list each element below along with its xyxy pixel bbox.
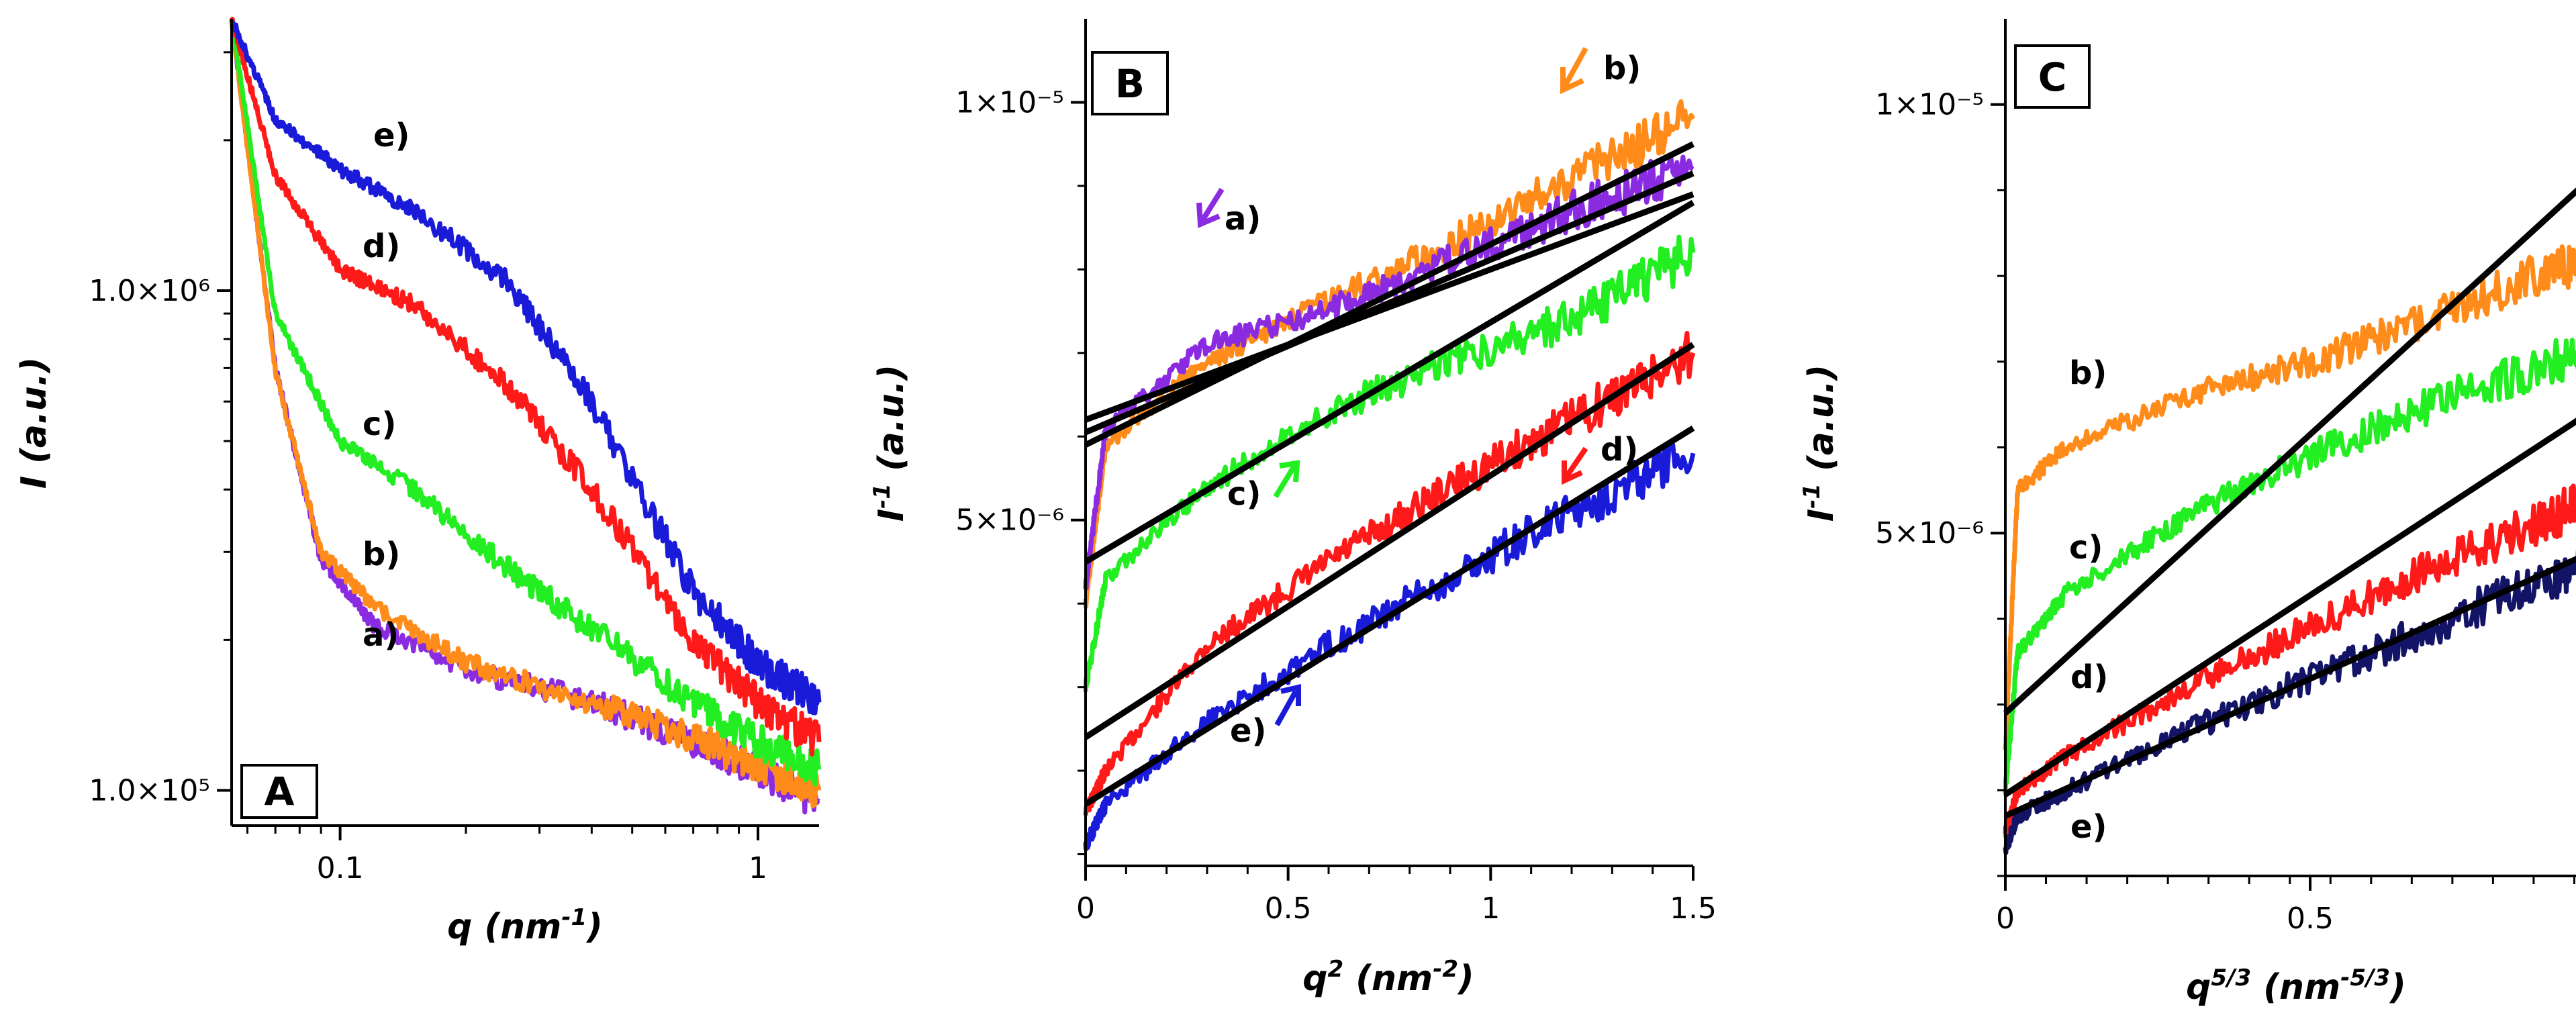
x-tick-label: 1.5: [1670, 891, 1717, 926]
panel-c-label-c: c): [2069, 529, 2103, 567]
panel-b-arrow-e: [1274, 683, 1301, 726]
panel-b-label-a: a): [1225, 200, 1261, 238]
panel-a-series-a: [229, 19, 820, 815]
panel-b-letter: B: [1115, 61, 1145, 107]
panel-c-fits: [2003, 187, 2576, 819]
panel-a-series-e: [230, 20, 822, 716]
x-tick-label: 0: [1076, 891, 1095, 926]
panel-b-x-title: q2 (nm-2): [1302, 956, 1474, 999]
panel-c-label-e: e): [2070, 808, 2107, 846]
panel-b-fit-line-6: [1084, 426, 1695, 807]
panel-c-fit-line-1: [2003, 187, 2576, 716]
panel-b-fit-line-3: [1084, 191, 1695, 423]
panel-b-label-d: d): [1601, 431, 1638, 469]
panel-b-label-b: b): [1603, 50, 1641, 87]
y-tick-label: 1.0×10⁶: [89, 274, 210, 308]
panel-a-label-c: c): [363, 405, 396, 443]
y-tick-label: 1×10⁻⁵: [955, 85, 1064, 119]
panel-b-fit-line-4: [1084, 199, 1695, 565]
panel-c-letter: C: [2038, 54, 2067, 100]
panel-a-label-d: d): [363, 228, 400, 265]
panel-b-label-c: c): [1227, 475, 1261, 513]
x-tick-label: 1: [1481, 891, 1500, 926]
panel-b-arrow-b: [1560, 47, 1588, 95]
panel-b-series-d: [1083, 331, 1696, 816]
panel-b-y-title: I-1 (a.u.): [869, 364, 912, 522]
y-tick-label: 1×10⁻⁵: [1875, 88, 1984, 122]
panel-c-fit-line-3: [2004, 556, 2576, 819]
panel-a-series-b: [229, 21, 822, 809]
panel-c-label-b: b): [2069, 354, 2107, 392]
panel-c-x-title: q5/3 (nm-5/3): [2186, 965, 2406, 1008]
panel-c-fit-line-2: [2003, 418, 2576, 797]
x-tick-label: 0: [1996, 901, 2015, 936]
panel-b-letter-box: [1091, 51, 1169, 115]
panel-a-label-a: a): [363, 616, 399, 654]
panel-b-label-e: e): [1230, 712, 1267, 750]
x-tick-label: 0.5: [2287, 901, 2334, 936]
panel-c-series-b: [2003, 244, 2576, 750]
x-tick-label: 0.1: [317, 851, 364, 885]
panel-a-series-c: [229, 18, 822, 787]
panel-a-letter: A: [265, 769, 295, 814]
panel-a-ticks: 0.1 1 1.0×10⁵ 1.0×10⁶: [89, 51, 767, 885]
panel-c-series-e: [2003, 549, 2576, 855]
panel-b-series-c: [1083, 234, 1696, 692]
x-tick-label: 0.5: [1265, 891, 1312, 926]
panel-b-fits: [1084, 141, 1695, 807]
panel-a-y-title: I (a.u.): [14, 357, 54, 489]
panel-b-ticks: 0 0.5 1 1.5 5×10⁻⁶ 1×10⁻⁵: [955, 85, 1717, 926]
x-tick-label: 1: [749, 851, 767, 885]
panel-b-fit-line-2: [1084, 170, 1695, 436]
panel-a-label-b: b): [363, 536, 400, 573]
panel-a-letter-box: [240, 764, 318, 819]
y-tick-label: 1.0×10⁵: [89, 773, 210, 807]
panel-a-label-e: e): [373, 117, 410, 154]
panel-b-series-e: [1083, 440, 1696, 852]
panel-c: 00.515×10⁻⁶1×10⁻⁵ C b) c) d) e) q5/3 (nm…: [1799, 19, 2576, 1008]
panel-c-label-d: d): [2070, 658, 2108, 696]
panel-c-y-title: I-1 (a.u.): [1799, 364, 1842, 522]
panel-a-series-d: [229, 16, 822, 757]
panel-b-arrow-c: [1273, 460, 1300, 499]
panel-b: 0 0.5 1 1.5 5×10⁻⁶ 1×10⁻⁵ B a) b) c) d) e) q2…: [869, 19, 1717, 999]
panel-c-letter-box: [2014, 44, 2091, 109]
panel-a-x-title: q (nm-1): [447, 904, 603, 947]
panel-a-series: [229, 16, 822, 815]
panel-a: 0.1 1 1.0×10⁵ 1.0×10⁶ A e) d) c) b) a) q (n…: [14, 16, 822, 947]
panel-b-fit-line-1: [1084, 141, 1695, 448]
panel-b-arrow-a: [1196, 187, 1225, 228]
panel-b-arrow-d: [1562, 446, 1588, 485]
panel-b-fit-line-5: [1084, 342, 1695, 740]
y-tick-label: 5×10⁻⁶: [1875, 516, 1984, 550]
y-tick-label: 5×10⁻⁶: [955, 503, 1064, 538]
